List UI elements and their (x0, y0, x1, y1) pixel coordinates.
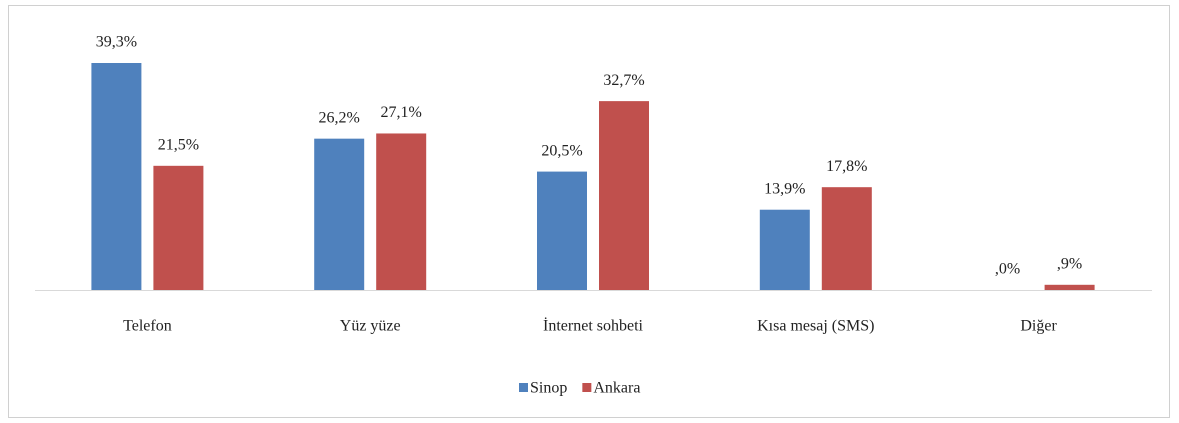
bar (759, 209, 810, 290)
data-label: 17,8% (826, 158, 867, 175)
bar (1044, 284, 1095, 290)
x-tick-label: İnternet sohbeti (543, 317, 644, 335)
data-label: 39,3% (96, 34, 137, 51)
bar (821, 187, 872, 290)
data-label: 26,2% (319, 109, 360, 126)
bar (153, 165, 204, 290)
x-tick-label: Telefon (123, 318, 172, 335)
bar (91, 63, 142, 290)
x-tick-label: Yüz yüze (340, 318, 401, 335)
data-label: 13,9% (764, 180, 805, 197)
data-label: 32,7% (603, 72, 644, 89)
bar (599, 101, 649, 291)
legend-swatch (582, 383, 592, 392)
bar (376, 133, 427, 290)
bar (314, 138, 365, 290)
data-label: ,9% (1057, 255, 1082, 272)
x-tick-label: Diğer (1020, 318, 1057, 335)
data-label: 20,5% (541, 142, 582, 159)
data-label: ,0% (995, 261, 1020, 278)
x-tick-label: Kısa mesaj (SMS) (757, 318, 874, 335)
legend-swatch (519, 383, 528, 392)
legend-label: Ankara (593, 380, 640, 397)
bar (537, 171, 587, 290)
data-label: 27,1% (381, 104, 422, 121)
data-label: 21,5% (158, 136, 199, 153)
legend-label: Sinop (530, 380, 567, 397)
